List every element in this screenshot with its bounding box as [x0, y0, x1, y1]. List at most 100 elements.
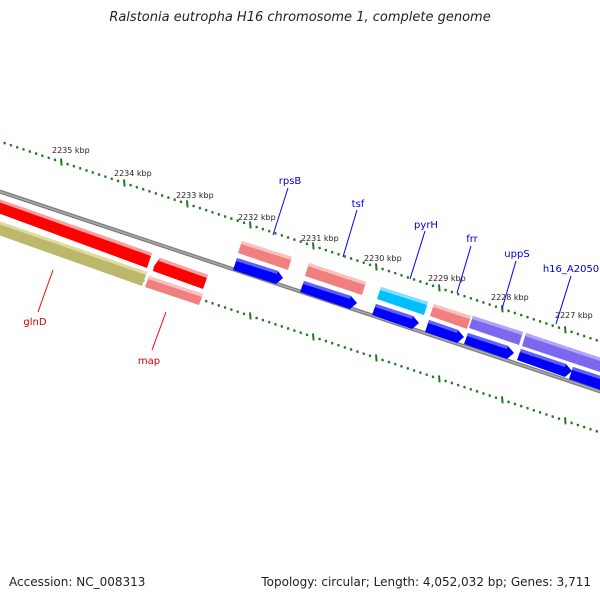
tick-minor: [22, 147, 25, 151]
gene-label-glnD[interactable]: glnD: [23, 317, 46, 328]
tick-minor: [85, 168, 88, 172]
tick-minor: [280, 233, 284, 237]
tick-minor: [425, 373, 429, 377]
tick-minor: [526, 406, 529, 410]
tick-minor: [255, 316, 258, 320]
kbp-label: 2232 kbp: [238, 213, 276, 222]
map-title: Ralstonia eutropha H16 chromosome 1, com…: [109, 10, 491, 25]
tick-minor: [343, 345, 347, 349]
tick-minor: [425, 282, 429, 286]
gene-uppS-block[interactable]: [469, 316, 523, 345]
tick-minor: [3, 141, 6, 145]
gene-label-h16_A2050[interactable]: h16_A2050: [543, 264, 599, 275]
tick-minor: [362, 261, 366, 265]
tick-minor: [9, 143, 13, 147]
tick-minor: [293, 238, 296, 242]
gene-frr-block[interactable]: [430, 304, 471, 329]
tick-minor: [419, 371, 422, 375]
gene-glnD-cog-block[interactable]: [0, 218, 147, 286]
gene-features: [0, 196, 600, 392]
tick-minor: [595, 429, 599, 433]
tick-minor: [337, 343, 340, 347]
tick-minor: [66, 162, 69, 166]
label-leader-frr: [456, 245, 472, 294]
tick-minor: [526, 315, 529, 319]
gene-rpsB-cog-arrow[interactable]: [233, 258, 283, 284]
tick-major: [438, 375, 441, 383]
gene-pyrH-cog-arrow[interactable]: [372, 304, 419, 329]
backbone-highlight: [0, 191, 600, 392]
tick-major: [501, 396, 504, 404]
kbp-label: 2233 kbp: [176, 191, 214, 200]
tick-minor: [356, 350, 359, 354]
gene-label-tsf[interactable]: tsf: [352, 199, 365, 210]
tick-minor: [299, 240, 303, 244]
gene-label-frr[interactable]: frr: [466, 234, 478, 245]
gene-edge-block[interactable]: [576, 351, 600, 374]
gene-map-block[interactable]: [153, 258, 208, 289]
tick-minor: [349, 257, 353, 260]
tick-minor: [387, 360, 391, 364]
gene-h16_A2050-block[interactable]: [522, 333, 580, 364]
tick-minor: [104, 175, 107, 179]
gene-label-pyrH[interactable]: pyrH: [414, 220, 438, 231]
tick-minor: [305, 333, 309, 337]
tick-minor: [318, 337, 321, 341]
gene-labels: glnD map rpsB tsf pyrH frr uppS h16_A205…: [23, 176, 599, 367]
tick-minor: [551, 415, 555, 419]
tick-minor: [211, 301, 214, 305]
gene-tsf-cog-arrow[interactable]: [300, 281, 357, 309]
tick-minor: [368, 263, 372, 267]
kbp-label: 2234 kbp: [114, 169, 152, 178]
tick-minor: [488, 303, 492, 307]
gene-h16_A2050-cog-arrow[interactable]: [517, 349, 572, 377]
gene-map-cog-block[interactable]: [145, 276, 203, 305]
gene-tsf-block[interactable]: [305, 263, 366, 295]
tick-minor: [242, 312, 246, 316]
tick-minor: [431, 375, 435, 379]
tick-minor: [482, 301, 485, 304]
tick-minor: [582, 334, 586, 338]
tick-minor: [513, 402, 517, 406]
tick-minor: [393, 271, 397, 275]
tick-minor: [400, 364, 403, 368]
tick-minor: [110, 177, 114, 181]
gene-rpsB-block[interactable]: [238, 241, 292, 270]
label-leader-uppS: [501, 260, 517, 310]
tick-minor: [444, 379, 447, 383]
tick-minor: [293, 329, 296, 333]
accession-text: Accession: NC_008313: [9, 575, 146, 589]
tick-minor: [557, 326, 561, 330]
tick-minor: [582, 425, 586, 429]
gene-edge-cog-arrow[interactable]: [569, 367, 600, 392]
tick-minor: [532, 317, 536, 321]
tick-minor: [343, 254, 347, 258]
tick-minor: [324, 248, 328, 252]
gene-label-uppS[interactable]: uppS: [504, 249, 529, 260]
tick-minor: [217, 212, 221, 216]
tick-minor: [349, 348, 353, 351]
tick-minor: [274, 322, 277, 326]
tick-minor: [192, 204, 195, 208]
gene-pyrH-block[interactable]: [377, 287, 428, 315]
tick-minor: [236, 219, 240, 223]
tick-minor: [198, 206, 202, 210]
tick-minor: [545, 322, 548, 325]
tick-major: [249, 312, 252, 320]
tick-minor: [173, 198, 177, 202]
tick-major: [249, 221, 252, 229]
tick-minor: [393, 362, 397, 366]
tick-minor: [463, 385, 466, 389]
gene-frr-cog-arrow[interactable]: [425, 320, 464, 343]
tick-minor: [356, 259, 359, 263]
label-leader-pyrH: [409, 230, 426, 280]
gene-uppS-cog-arrow[interactable]: [464, 333, 514, 359]
tick-minor: [419, 280, 422, 284]
gene-label-map[interactable]: map: [138, 356, 160, 367]
label-leader-tsf: [342, 209, 358, 258]
gene-glnD-block[interactable]: [0, 196, 152, 268]
gene-label-rpsB[interactable]: rpsB: [279, 176, 302, 187]
tick-minor: [211, 210, 214, 214]
tick-minor: [236, 310, 240, 314]
